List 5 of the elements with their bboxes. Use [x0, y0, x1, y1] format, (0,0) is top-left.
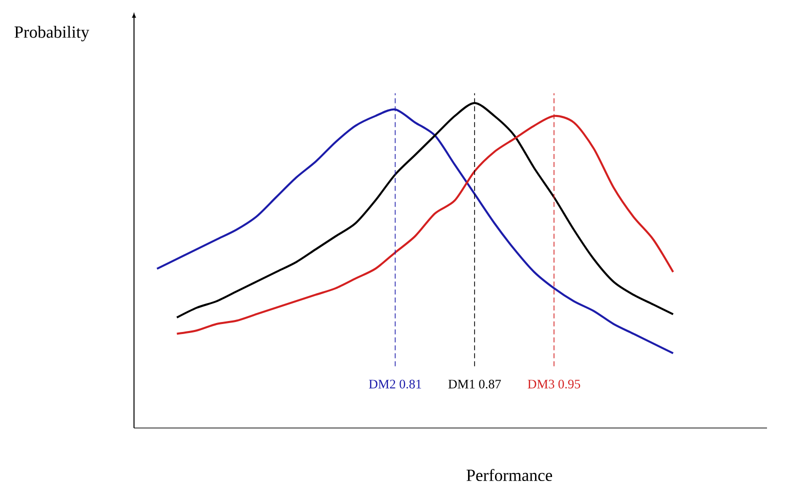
- annotation: DM1 0.87: [448, 380, 501, 389]
- x-axis-title: Performance: [466, 468, 552, 482]
- y-axis-title: Probability: [14, 26, 90, 42]
- annotation: DM3 0.95: [528, 380, 580, 389]
- annotation: DM2 0.81: [368, 380, 422, 389]
